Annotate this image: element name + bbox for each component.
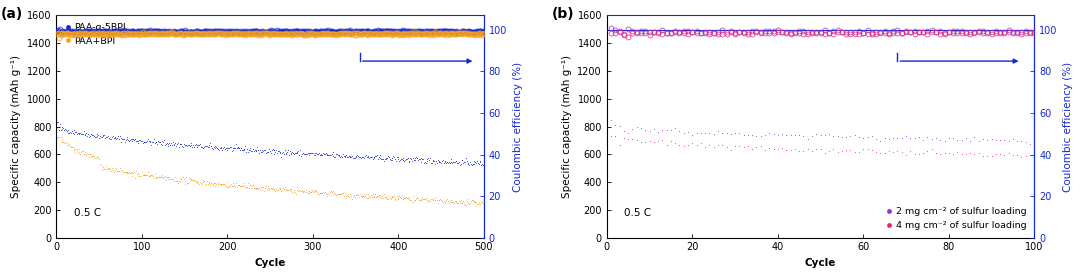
Text: 0.5 C: 0.5 C [624, 208, 651, 218]
X-axis label: Cycle: Cycle [805, 258, 836, 268]
X-axis label: Cycle: Cycle [255, 258, 286, 268]
Text: (b): (b) [551, 7, 573, 21]
Text: (a): (a) [1, 7, 23, 21]
Legend: PAA-g-5BPI, PAA+BPI: PAA-g-5BPI, PAA+BPI [62, 20, 129, 48]
Y-axis label: Specific capacity (mAh g⁻¹): Specific capacity (mAh g⁻¹) [12, 55, 22, 198]
Y-axis label: Coulombic efficiency (%): Coulombic efficiency (%) [1063, 62, 1074, 192]
Text: 0.5 C: 0.5 C [73, 208, 100, 218]
Legend: 2 mg cm⁻² of sulfur loading, 4 mg cm⁻² of sulfur loading: 2 mg cm⁻² of sulfur loading, 4 mg cm⁻² o… [882, 205, 1029, 233]
Y-axis label: Specific capacity (mAh g⁻¹): Specific capacity (mAh g⁻¹) [562, 55, 571, 198]
Y-axis label: Coulombic efficiency (%): Coulombic efficiency (%) [513, 62, 523, 192]
